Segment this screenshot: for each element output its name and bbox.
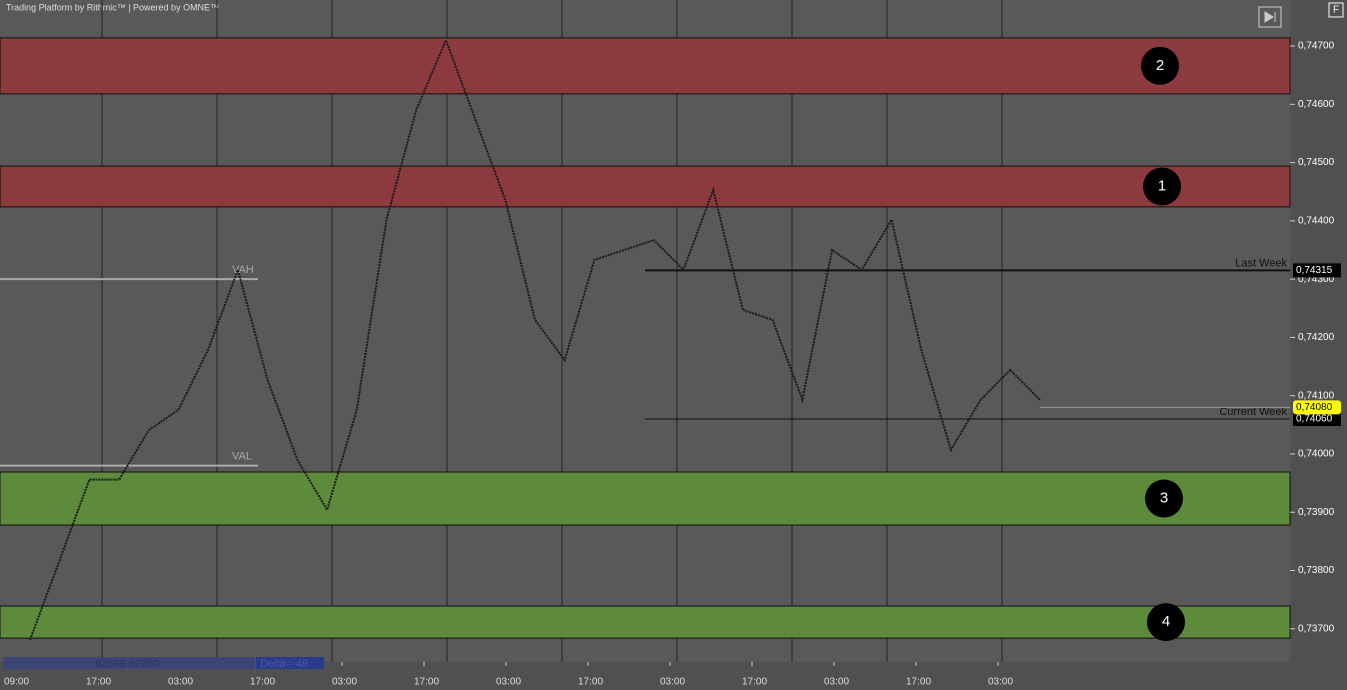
zone-label: 4	[1162, 613, 1170, 630]
y-tick-label: 0,74200	[1298, 332, 1335, 343]
zone-label: 2	[1156, 57, 1164, 74]
last-price-tag	[1293, 400, 1341, 415]
level-value: 0,74060	[1296, 414, 1333, 425]
zone-badge	[1143, 167, 1181, 206]
level-value: 0,74315	[1296, 265, 1333, 276]
zone	[0, 471, 1291, 526]
play-icon	[1264, 11, 1276, 23]
x-tick-label: 03:00	[168, 677, 193, 688]
y-tick-label: 0,74500	[1298, 157, 1335, 168]
footer-delta: Delta=-49	[260, 658, 308, 670]
zone-label: 1	[1158, 177, 1166, 194]
footer-volume-box	[3, 657, 255, 669]
y-tick-label: 0,74400	[1298, 216, 1335, 227]
f-button[interactable]	[1328, 2, 1344, 18]
y-tick-label: 0,73700	[1298, 623, 1335, 634]
x-tick-label: 17:00	[742, 677, 767, 688]
x-tick-label: 17:00	[86, 677, 111, 688]
level-name: Current Week	[1219, 406, 1287, 418]
x-tick-label: 03:00	[824, 677, 849, 688]
level-name: Last Week	[1235, 257, 1287, 269]
zone-label: 3	[1160, 490, 1168, 507]
price-line	[29, 37, 1041, 641]
zone-badge	[1141, 46, 1179, 85]
zone	[0, 605, 1291, 639]
y-tick-label: 0,74600	[1298, 99, 1335, 110]
level-tag	[1293, 411, 1341, 426]
zone-badge	[1147, 603, 1185, 642]
footer-volume: 62699 62650	[95, 658, 159, 670]
x-tick-label: 03:00	[988, 677, 1013, 688]
x-tick-label: 03:00	[332, 677, 357, 688]
play-button[interactable]	[1258, 6, 1282, 28]
x-tick-label: 03:00	[496, 677, 521, 688]
x-tick-label: 17:00	[414, 677, 439, 688]
zone	[0, 37, 1291, 95]
x-tick-label: 03:00	[660, 677, 685, 688]
y-tick-label: 0,74300	[1298, 274, 1335, 285]
f-label: F	[1333, 5, 1339, 16]
x-tick-label: 09:00	[4, 677, 29, 688]
y-tick-label: 0,74000	[1298, 449, 1335, 460]
y-tick-label: 0,74100	[1298, 390, 1335, 401]
value-area-label: VAL	[232, 451, 252, 463]
footer-delta-box	[256, 657, 324, 669]
y-tick-label: 0,73900	[1298, 507, 1335, 518]
x-tick-label: 17:00	[250, 677, 275, 688]
price-axis	[1290, 0, 1347, 690]
zone-badge	[1145, 479, 1183, 518]
y-tick-label: 0,73800	[1298, 565, 1335, 576]
plot-area	[0, 0, 1290, 662]
header: Trading Platform by Rithmic™ | Powered b…	[6, 2, 219, 12]
level-tag	[1293, 263, 1341, 278]
x-tick-label: 17:00	[578, 677, 603, 688]
y-tick-label: 0,74700	[1298, 41, 1335, 52]
value-area-label: VAH	[232, 264, 254, 276]
zone	[0, 165, 1291, 208]
x-tick-label: 17:00	[906, 677, 931, 688]
last-price-value: 0,74080	[1296, 402, 1333, 413]
